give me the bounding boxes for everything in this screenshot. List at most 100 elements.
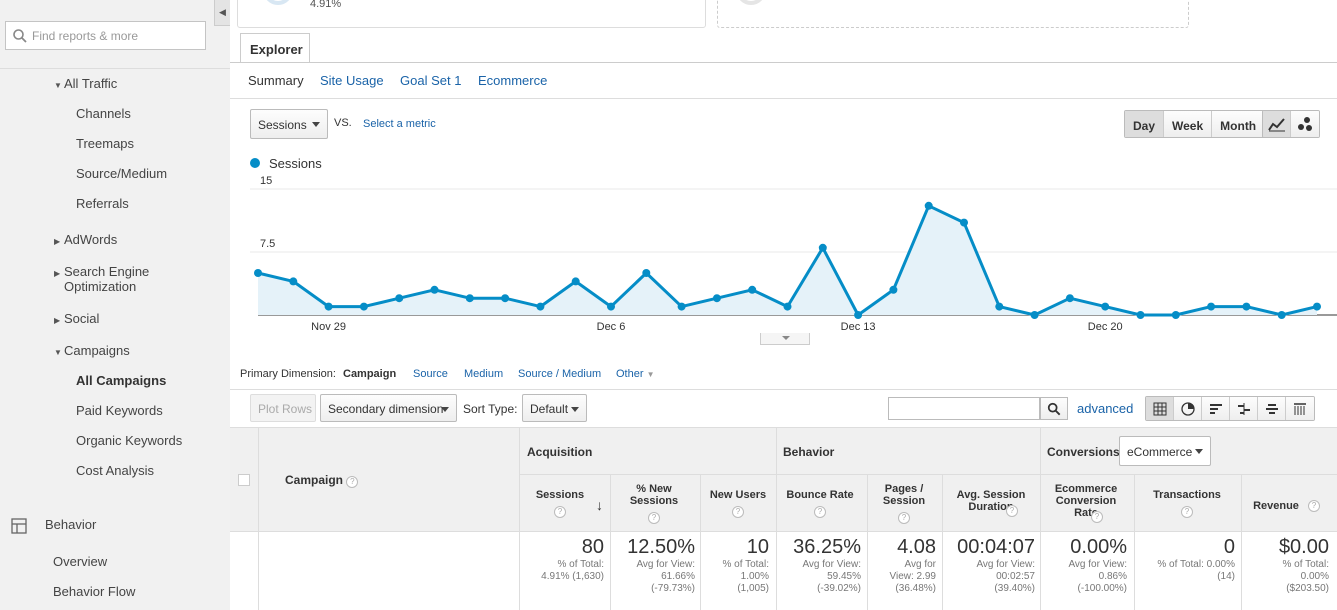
- sidebar-item-adwords[interactable]: ▶ AdWords: [54, 232, 117, 247]
- column-header-ecommerce-conversion-rate[interactable]: Ecommerce Conversion Rate: [1046, 483, 1126, 519]
- comparison-view-button[interactable]: [1230, 397, 1258, 420]
- help-icon[interactable]: ?: [1091, 511, 1103, 523]
- data-point[interactable]: [1207, 302, 1216, 311]
- period-month-button[interactable]: Month: [1212, 111, 1265, 137]
- primary-dimension-other[interactable]: Other ▼: [616, 368, 655, 380]
- column-header-revenue[interactable]: Revenue: [1248, 500, 1304, 512]
- campaign-column-header[interactable]: Campaign ?: [285, 474, 359, 488]
- data-point[interactable]: [924, 201, 933, 210]
- data-point[interactable]: [1277, 311, 1286, 319]
- term-cloud-view-button[interactable]: [1258, 397, 1286, 420]
- sidebar-item-all-traffic[interactable]: ▼ All Traffic: [54, 76, 117, 91]
- primary-dimension-source-medium[interactable]: Source / Medium: [518, 368, 602, 380]
- data-point[interactable]: [359, 302, 368, 311]
- data-point[interactable]: [1030, 311, 1039, 319]
- sidebar-item-behavior-flow[interactable]: Behavior Flow: [53, 584, 136, 599]
- help-icon[interactable]: ?: [1181, 506, 1193, 518]
- sidebar-item-all-campaigns[interactable]: All Campaigns: [76, 373, 167, 388]
- data-point[interactable]: [995, 302, 1004, 311]
- column-header-sessions[interactable]: Sessions?: [525, 489, 595, 518]
- data-point[interactable]: [254, 269, 262, 277]
- pivot-view-button[interactable]: [1286, 397, 1314, 420]
- table-search-input[interactable]: [888, 397, 1040, 420]
- select-metric-link[interactable]: Select a metric: [363, 118, 436, 130]
- conversions-select[interactable]: eCommerce: [1119, 436, 1211, 466]
- help-icon[interactable]: ?: [732, 506, 744, 518]
- data-point[interactable]: [783, 302, 792, 311]
- select-all-checkbox[interactable]: [238, 474, 250, 486]
- data-point[interactable]: [642, 269, 651, 277]
- sidebar-item-referrals[interactable]: Referrals: [76, 196, 129, 211]
- subtab-ecommerce[interactable]: Ecommerce: [478, 73, 548, 88]
- data-point[interactable]: [712, 294, 721, 303]
- sidebar-item-social[interactable]: ▶ Social: [54, 311, 99, 326]
- data-point[interactable]: [818, 243, 827, 252]
- sidebar-item-seo[interactable]: ▶ Search Engine: [54, 264, 149, 279]
- data-point[interactable]: [607, 302, 615, 311]
- data-point[interactable]: [1101, 302, 1110, 311]
- data-view-button[interactable]: [1146, 397, 1174, 420]
- help-icon[interactable]: ?: [814, 506, 826, 518]
- data-point[interactable]: [501, 294, 510, 303]
- data-point[interactable]: [536, 302, 545, 311]
- help-icon[interactable]: ?: [898, 512, 910, 524]
- subtab-site-usage[interactable]: Site Usage: [320, 73, 384, 88]
- sort-type-select[interactable]: Default: [522, 394, 587, 422]
- performance-view-button[interactable]: [1202, 397, 1230, 420]
- data-point[interactable]: [1171, 311, 1180, 319]
- column-header-new-sessions[interactable]: % New Sessions?: [619, 483, 689, 524]
- advanced-filter-link[interactable]: advanced: [1077, 401, 1134, 416]
- help-icon[interactable]: ?: [346, 476, 359, 488]
- data-point[interactable]: [1065, 294, 1074, 303]
- sidebar-item-campaigns[interactable]: ▼ Campaigns: [54, 343, 130, 358]
- data-point[interactable]: [748, 285, 757, 294]
- chart-collapse-toggle[interactable]: [760, 333, 810, 345]
- help-icon[interactable]: ?: [1006, 505, 1018, 517]
- metric-select[interactable]: Sessions: [250, 109, 328, 139]
- data-point[interactable]: [430, 285, 439, 294]
- data-point[interactable]: [324, 302, 333, 311]
- data-point[interactable]: [1313, 302, 1321, 311]
- data-point[interactable]: [395, 294, 404, 303]
- column-header-bounce-rate[interactable]: Bounce Rate?: [782, 489, 858, 518]
- help-icon[interactable]: ?: [554, 506, 566, 518]
- data-point[interactable]: [889, 285, 898, 294]
- primary-dimension-source[interactable]: Source: [413, 368, 448, 380]
- sidebar-item-channels[interactable]: Channels: [76, 106, 131, 121]
- sidebar-item-treemaps[interactable]: Treemaps: [76, 136, 135, 151]
- data-point[interactable]: [289, 277, 298, 286]
- search-input[interactable]: Find reports & more: [5, 21, 206, 50]
- collapse-sidebar-button[interactable]: ◀: [214, 0, 230, 26]
- data-point[interactable]: [677, 302, 686, 311]
- primary-dimension-campaign[interactable]: Campaign: [343, 368, 397, 380]
- line-chart-button[interactable]: [1263, 111, 1291, 137]
- column-header-new-users[interactable]: New Users?: [703, 489, 773, 518]
- motion-chart-button[interactable]: [1291, 111, 1319, 137]
- sidebar-item-seo-line2[interactable]: Optimization: [64, 279, 137, 294]
- help-icon[interactable]: ?: [648, 512, 660, 524]
- period-day-button[interactable]: Day: [1125, 111, 1165, 137]
- column-header-avg-session-duration[interactable]: Avg. Session Duration: [950, 489, 1032, 513]
- data-point[interactable]: [1136, 311, 1145, 319]
- period-week-button[interactable]: Week: [1164, 111, 1213, 137]
- table-search-button[interactable]: [1040, 397, 1068, 420]
- primary-dimension-medium[interactable]: Medium: [464, 368, 504, 380]
- sidebar-item-cost-analysis[interactable]: Cost Analysis: [76, 463, 155, 478]
- data-point[interactable]: [571, 277, 580, 286]
- sidebar-item-overview[interactable]: Overview: [53, 554, 108, 569]
- column-header-transactions[interactable]: Transactions?: [1142, 489, 1232, 518]
- help-icon[interactable]: ?: [1308, 500, 1320, 512]
- sidebar-item-paid-keywords[interactable]: Paid Keywords: [76, 403, 163, 418]
- percentage-view-button[interactable]: [1174, 397, 1202, 420]
- subtab-goal-set-1[interactable]: Goal Set 1: [400, 73, 462, 88]
- sidebar-item-organic-keywords[interactable]: Organic Keywords: [76, 433, 183, 448]
- sidebar-item-behavior[interactable]: Behavior: [45, 517, 97, 532]
- data-point[interactable]: [465, 294, 474, 303]
- data-point[interactable]: [960, 218, 968, 227]
- column-header-pages-session[interactable]: Pages / Session?: [873, 483, 935, 524]
- plot-rows-button[interactable]: Plot Rows: [250, 394, 316, 422]
- sort-desc-icon[interactable]: ↓: [596, 497, 603, 513]
- sidebar-item-source-medium[interactable]: Source/Medium: [76, 166, 168, 181]
- data-point[interactable]: [854, 311, 863, 319]
- subtab-summary[interactable]: Summary: [248, 73, 304, 88]
